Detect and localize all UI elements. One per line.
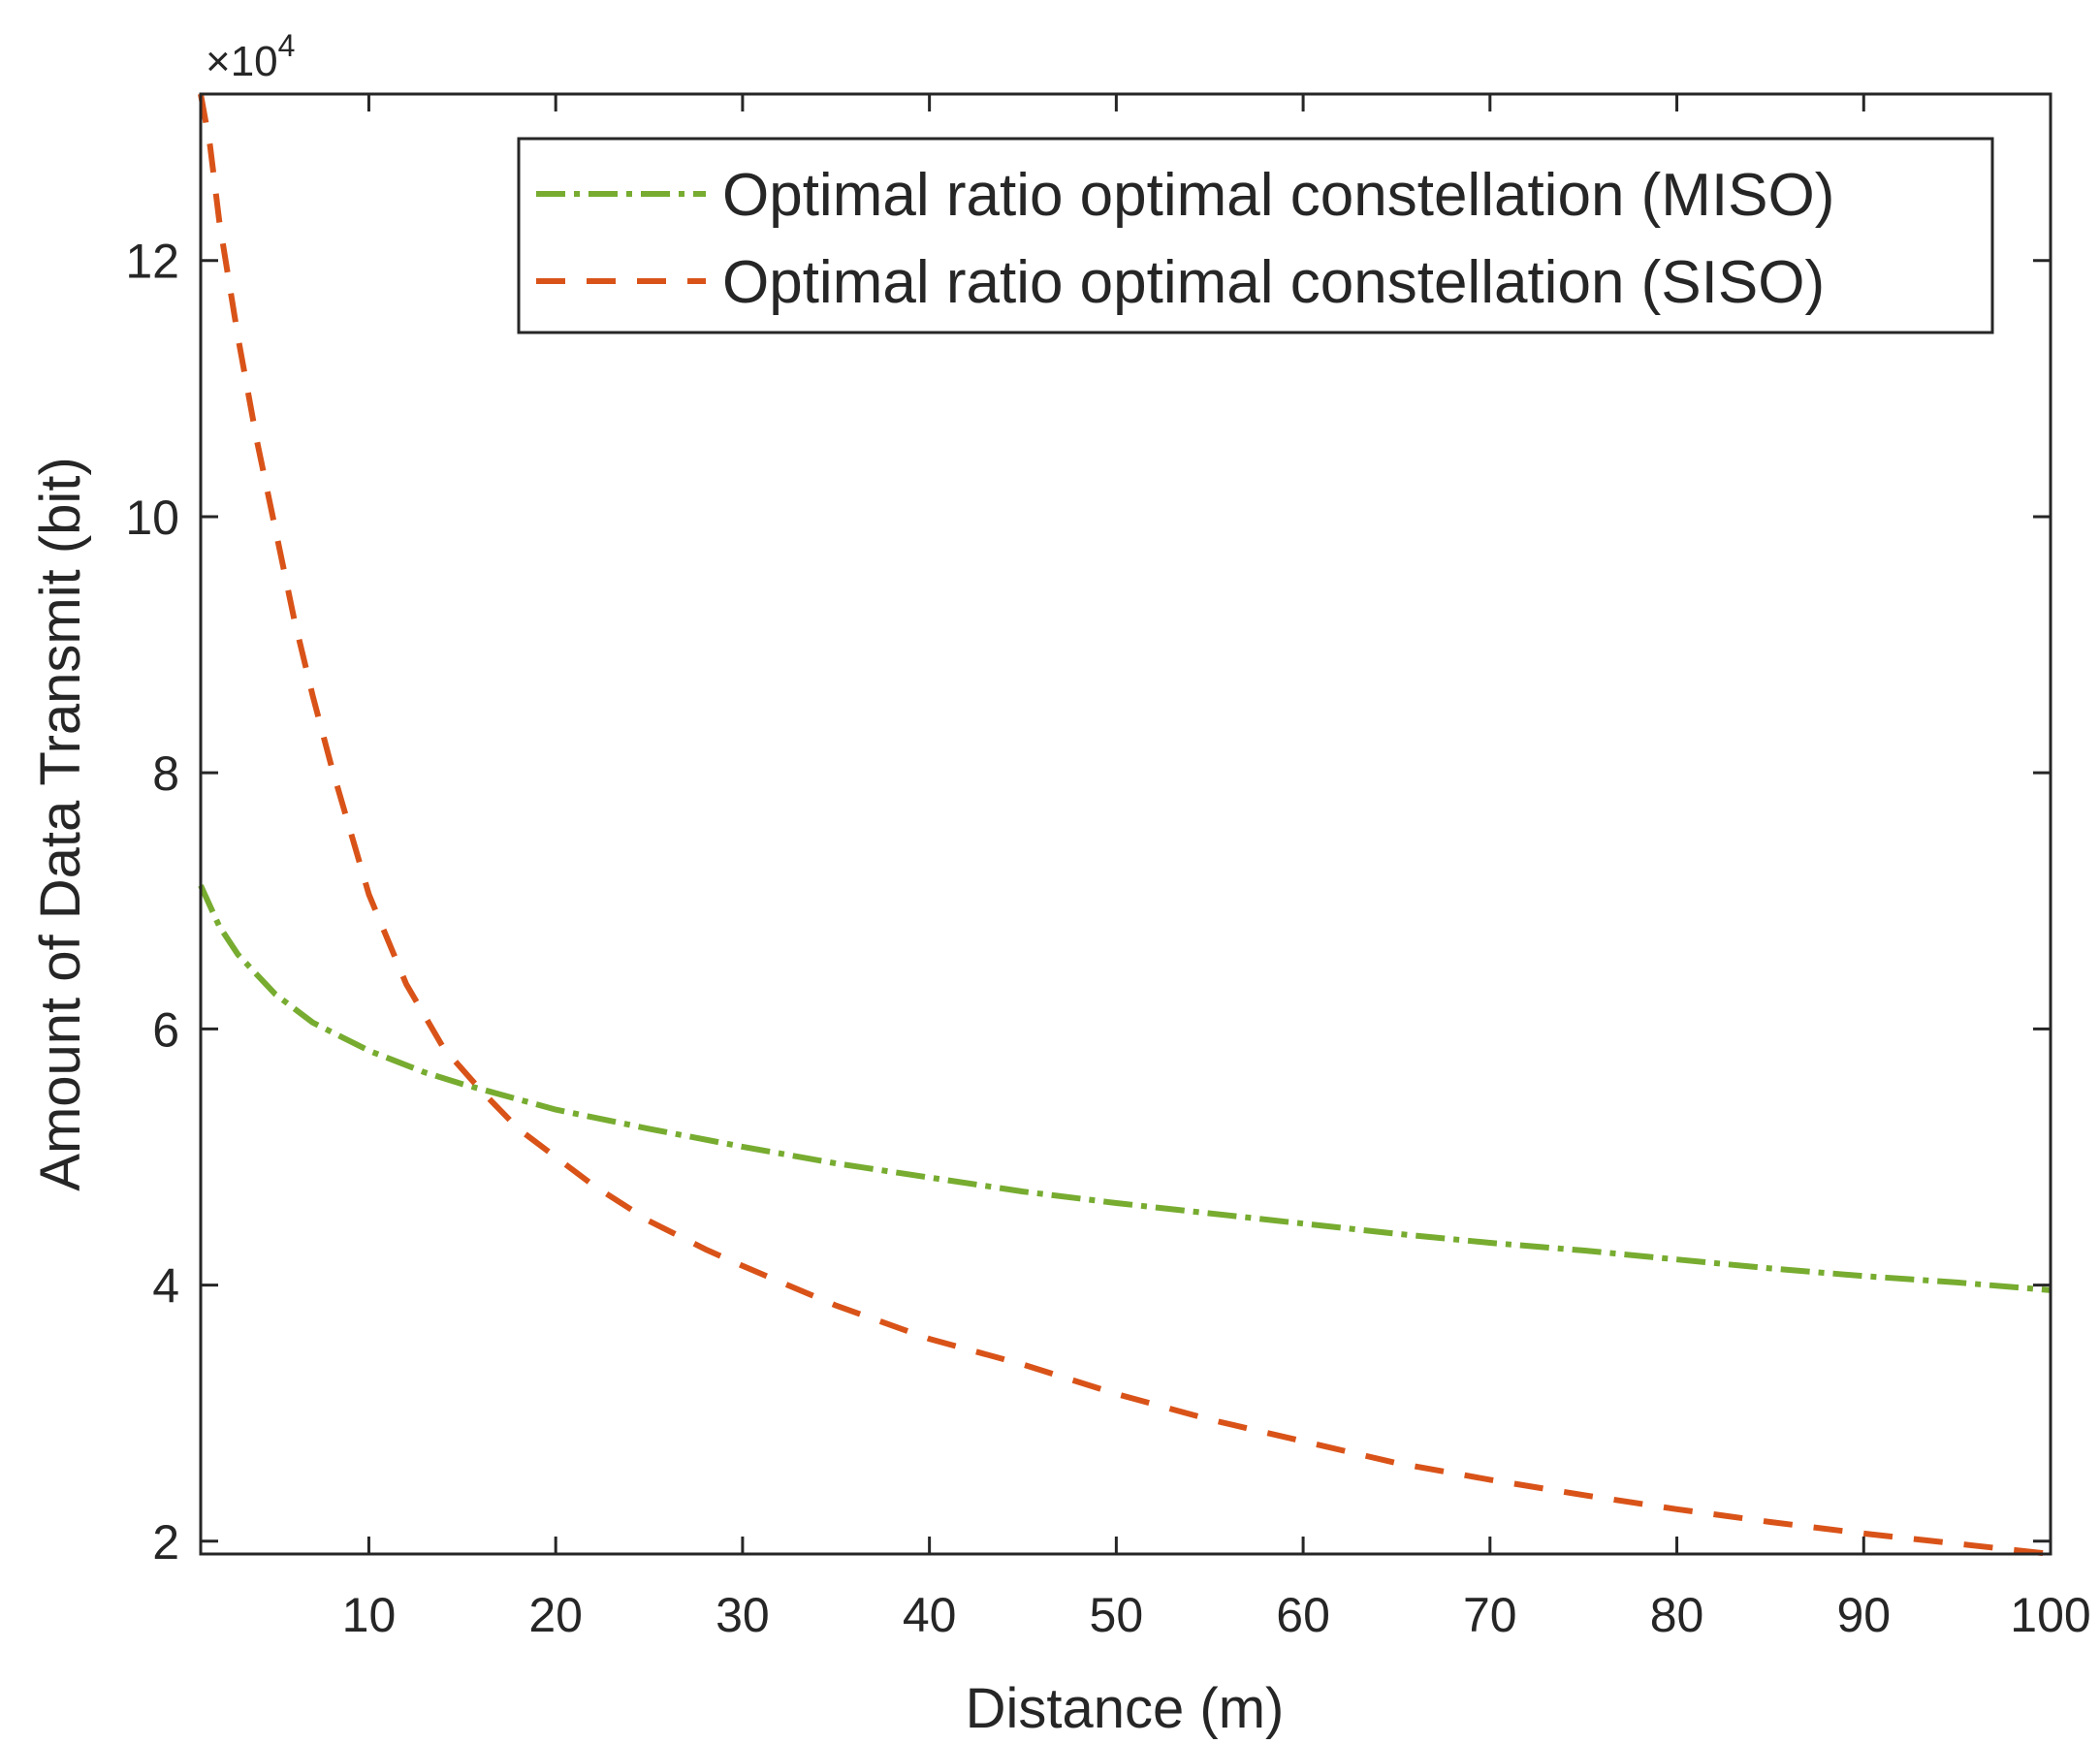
x-tick-label: 20	[528, 1588, 583, 1642]
legend-label-miso: Optimal ratio optimal constellation (MIS…	[722, 162, 1834, 229]
x-tick-label: 80	[1650, 1588, 1704, 1642]
y-tick-label: 12	[125, 235, 179, 289]
legend-box	[517, 137, 1994, 334]
series-line-miso	[198, 884, 2052, 1293]
legend: Optimal ratio optimal constellation (MIS…	[517, 137, 1994, 334]
y-axis-multiplier: ×104	[206, 28, 295, 85]
y-tick-label: 10	[125, 491, 179, 545]
x-tick-label: 70	[1463, 1588, 1517, 1642]
y-tick-label: 8	[152, 746, 179, 801]
x-tick-label: 40	[903, 1588, 957, 1642]
x-tick-label: 90	[1836, 1588, 1891, 1642]
y-tick-label: 4	[152, 1259, 179, 1314]
axis-ticks: 10 20 30 40 50 60 70 80 90 100 2 4 6 8 10 12	[125, 94, 2091, 1642]
y-tick-label: 6	[152, 1002, 179, 1057]
x-tick-label: 50	[1090, 1588, 1144, 1642]
y-tick-label: 2	[152, 1515, 179, 1570]
y-axis-label: Amount of Data Transmit (bit)	[29, 457, 92, 1190]
legend-label-siso: Optimal ratio optimal constellation (SIS…	[722, 249, 1825, 316]
x-tick-label: 60	[1276, 1588, 1330, 1642]
x-tick-label: 10	[342, 1588, 397, 1642]
series-lines	[198, 93, 2052, 1557]
x-axis-label: Distance (m)	[966, 1677, 1285, 1740]
axes-box	[199, 92, 2052, 1556]
x-tick-label: 100	[2010, 1588, 2090, 1642]
y-axis-multiplier-exponent: 4	[278, 28, 296, 63]
x-tick-label: 30	[716, 1588, 770, 1642]
series-line-siso	[198, 93, 2052, 1557]
